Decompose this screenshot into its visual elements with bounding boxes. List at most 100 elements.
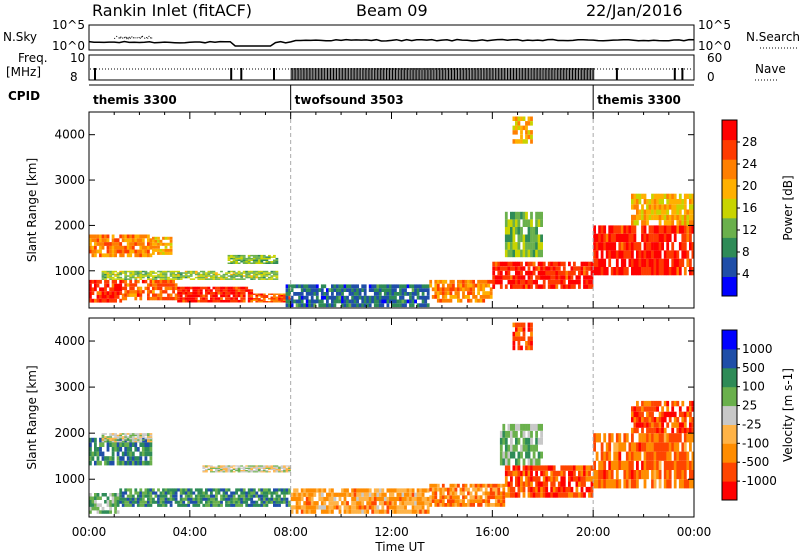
data-cell (210, 500, 213, 504)
data-cell (449, 279, 453, 284)
data-cell (250, 491, 254, 495)
data-cell (623, 442, 627, 452)
data-cell (562, 486, 566, 493)
data-cell (615, 470, 619, 480)
data-cell (411, 488, 415, 493)
data-cell (323, 509, 327, 514)
nave-bar (454, 68, 455, 80)
data-cell (353, 284, 357, 289)
data-cell (141, 270, 145, 273)
data-cell (94, 253, 97, 258)
data-cell (689, 470, 692, 480)
data-cell (333, 288, 337, 292)
data-cell (351, 295, 354, 300)
data-cell (557, 481, 561, 487)
data-cell (391, 501, 395, 506)
data-cell (673, 479, 677, 489)
data-cell (275, 468, 279, 471)
data-cell (641, 209, 644, 215)
data-cell (552, 470, 556, 477)
data-cell (658, 417, 662, 423)
data-cell (416, 496, 420, 502)
data-cell (386, 299, 390, 304)
data-cell (141, 439, 145, 441)
data-cell (363, 492, 367, 497)
data-cell (648, 406, 652, 412)
data-cell (240, 254, 244, 257)
data-cell (542, 476, 546, 482)
data-cell (691, 451, 695, 461)
data-cell (502, 266, 506, 271)
data-cell (530, 261, 533, 267)
data-cell (383, 492, 387, 497)
data-cell (525, 279, 528, 285)
data-cell (202, 273, 206, 276)
data-cell (114, 436, 117, 438)
noise-search-line (113, 34, 153, 41)
data-cell (678, 193, 682, 199)
data-cell (522, 492, 526, 498)
data-cell (167, 276, 170, 279)
data-cell (479, 287, 483, 292)
nave-bar (541, 68, 543, 80)
data-cell (492, 266, 496, 271)
data-cell (210, 488, 213, 492)
data-cell (510, 249, 513, 258)
data-cell (525, 234, 528, 243)
data-cell (134, 242, 138, 246)
data-cell (641, 422, 644, 428)
data-cell (283, 301, 286, 303)
data-cell (250, 299, 254, 303)
data-cell (663, 267, 667, 276)
data-cell (109, 295, 112, 299)
data-cell (124, 433, 128, 435)
data-cell (300, 288, 304, 292)
data-cell (547, 279, 551, 285)
data-cell (648, 199, 652, 205)
data-cell (658, 220, 662, 226)
data-cell (162, 251, 165, 255)
data-cell (683, 204, 687, 210)
data-cell (434, 295, 438, 299)
data-cell (651, 451, 654, 461)
data-cell (504, 430, 508, 438)
data-cell (351, 505, 354, 510)
data-cell (141, 434, 145, 437)
data-cell (401, 299, 405, 304)
data-cell (653, 199, 657, 205)
data-cell (530, 121, 533, 126)
data-cell (210, 491, 213, 495)
data-cell (328, 295, 332, 300)
data-cell (262, 468, 266, 471)
data-cell (467, 491, 470, 496)
data-cell (94, 298, 97, 303)
data-cell (111, 283, 115, 288)
data-cell (663, 225, 667, 234)
data-cell (618, 242, 622, 251)
nave-bar (314, 68, 316, 80)
data-cell (578, 476, 581, 482)
data-cell (154, 272, 158, 274)
data-cell (139, 276, 143, 279)
data-cell (121, 491, 125, 495)
data-cell (411, 303, 415, 308)
data-cell (207, 273, 211, 276)
data-cell (89, 234, 92, 239)
data-cell (547, 261, 551, 267)
data-cell (641, 225, 644, 234)
data-cell (605, 242, 609, 251)
data-cell (179, 500, 183, 504)
data-cell (580, 266, 584, 271)
data-cell (220, 467, 223, 469)
cpid-segment-label: twofsound 3503 (295, 93, 404, 107)
data-cell (169, 251, 173, 255)
nave-bar (540, 68, 542, 80)
data-cell (169, 283, 173, 287)
data-cell (348, 303, 352, 308)
data-cell (114, 433, 117, 435)
data-cell (169, 500, 173, 504)
data-cell (361, 288, 365, 292)
data-cell (114, 503, 117, 507)
data-cell (648, 400, 652, 407)
data-cell (273, 270, 276, 273)
